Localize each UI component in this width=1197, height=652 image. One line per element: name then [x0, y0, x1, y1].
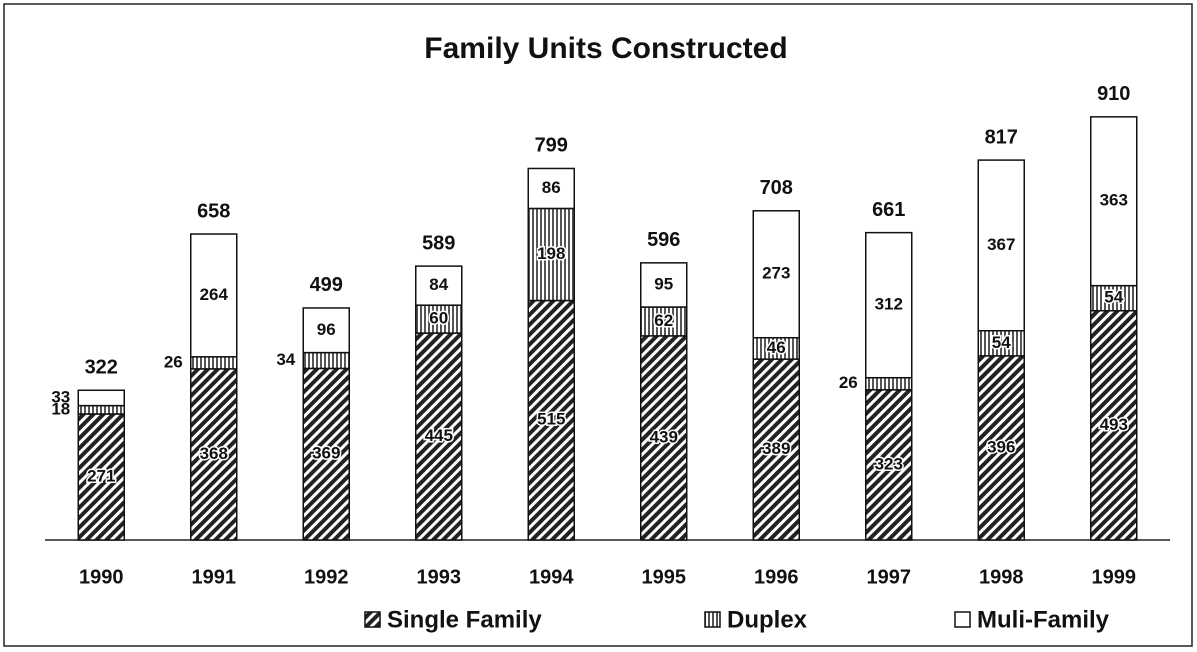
bar-segment	[977, 330, 1025, 357]
x-tick-label: 1992	[304, 566, 349, 588]
bar-segment	[415, 332, 463, 541]
x-tick-label: 1995	[642, 566, 687, 588]
data-label: 439	[650, 427, 678, 446]
total-label: 589	[422, 232, 455, 254]
total-label: 799	[535, 135, 568, 157]
x-tick-label: 1997	[867, 566, 912, 588]
x-tick-label: 1991	[192, 566, 237, 588]
data-label: 264	[200, 285, 229, 304]
bar-segment	[865, 231, 913, 379]
data-label: 86	[542, 178, 561, 197]
data-label: 26	[839, 373, 858, 392]
legend-label: Duplex	[727, 606, 808, 633]
total-label: 817	[985, 126, 1018, 148]
bar-segment	[640, 335, 688, 541]
bar-segment	[977, 159, 1025, 332]
data-label: 273	[762, 264, 790, 283]
total-label: 708	[760, 177, 793, 199]
x-tick-label: 1993	[417, 566, 462, 588]
data-label: 46	[767, 338, 786, 357]
bar-segment	[190, 233, 238, 358]
legend-label: Muli-Family	[977, 606, 1110, 633]
data-label: 96	[317, 320, 336, 339]
data-label: 18	[51, 399, 70, 418]
bar-segment	[190, 368, 238, 541]
total-label: 658	[197, 200, 230, 222]
data-label: 368	[200, 444, 228, 463]
bar-segment	[527, 299, 575, 541]
data-label: 312	[875, 295, 903, 314]
data-label: 54	[992, 333, 1011, 352]
legend-label: Single Family	[387, 606, 542, 633]
bar-segment	[1090, 284, 1138, 312]
total-label: 910	[1097, 83, 1130, 105]
data-label: 445	[425, 426, 453, 445]
data-label: 323	[875, 454, 903, 473]
bar-segment	[77, 413, 125, 541]
data-label: 60	[429, 309, 448, 328]
data-label: 62	[654, 311, 673, 330]
bar-segment	[640, 262, 688, 308]
bar-segment	[865, 389, 913, 541]
data-label: 367	[987, 235, 1015, 254]
bar-segment	[527, 167, 575, 210]
data-label: 54	[1104, 288, 1123, 307]
bar-segment	[415, 304, 463, 334]
x-tick-label: 1990	[79, 566, 124, 588]
total-label: 322	[85, 357, 118, 379]
bar-segment	[865, 376, 913, 391]
bar-segment	[752, 358, 800, 541]
bar-segment	[190, 356, 238, 370]
bar-segment	[302, 367, 350, 541]
legend-swatch	[954, 611, 971, 628]
data-label: 34	[276, 350, 295, 369]
total-label: 499	[310, 274, 343, 296]
total-label: 661	[872, 199, 905, 221]
bar-segment	[1090, 310, 1138, 541]
data-label: 33	[51, 387, 70, 406]
bar-segment	[77, 389, 125, 407]
legend-swatch	[364, 611, 381, 628]
bar-segment	[302, 351, 350, 370]
data-label: 396	[987, 437, 1015, 456]
data-label: 363	[1100, 191, 1128, 210]
x-tick-label: 1994	[529, 566, 574, 588]
data-label: 493	[1100, 415, 1128, 434]
x-tick-label: 1996	[754, 566, 799, 588]
data-label: 515	[537, 410, 565, 429]
bar-segment	[415, 265, 463, 306]
bar-segment	[640, 306, 688, 337]
data-label: 198	[537, 244, 565, 263]
bar-segment	[752, 210, 800, 339]
legend-swatch	[704, 611, 721, 628]
chart-border	[3, 3, 1193, 647]
x-tick-label: 1999	[1092, 566, 1137, 588]
total-label: 596	[647, 229, 680, 251]
chart-title: Family Units Constructed	[424, 32, 787, 65]
bar-segment	[77, 404, 125, 415]
bar-segment	[302, 307, 350, 354]
bar-segment	[1090, 116, 1138, 287]
data-label: 26	[164, 352, 183, 371]
data-label: 84	[429, 275, 448, 294]
data-label: 95	[654, 274, 673, 293]
data-label: 369	[312, 444, 340, 463]
data-label: 271	[87, 466, 115, 485]
x-tick-label: 1998	[979, 566, 1024, 588]
data-label: 389	[762, 439, 790, 458]
